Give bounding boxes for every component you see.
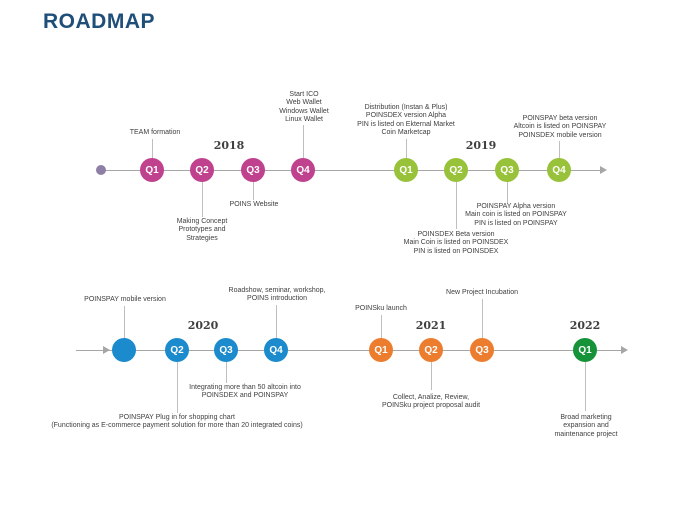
milestone-2021-q2: Q2	[419, 338, 443, 362]
milestone-note: Broad marketing expansion and maintenanc…	[554, 414, 618, 438]
milestone-note: New Project Incubation	[446, 289, 518, 296]
milestone-2019-q2: Q2	[444, 158, 468, 182]
milestone-2020-q4: Q4	[264, 338, 288, 362]
connector	[253, 180, 254, 200]
milestone-note: Collect, Analize, Review, POINSku projec…	[381, 394, 481, 410]
timeline-start-dot	[96, 165, 106, 175]
connector	[276, 305, 277, 338]
connector	[431, 362, 432, 390]
year-label-2019: 2019	[465, 139, 497, 152]
year-label-2020: 2020	[187, 319, 219, 332]
milestone-note: POINSPAY mobile version	[84, 296, 166, 303]
connector	[152, 139, 153, 160]
timeline-axis-bottom	[76, 350, 621, 351]
milestone-2018-q3: Q3	[241, 158, 265, 182]
milestone-2019-q4: Q4	[547, 158, 571, 182]
milestone-2020-q3: Q3	[214, 338, 238, 362]
connector	[303, 125, 304, 160]
milestone-note: Making Concept Prototypes and Strategies	[176, 218, 228, 242]
connector	[226, 362, 227, 383]
milestone-note: POINSPAY Alpha version Main coin is list…	[465, 203, 567, 227]
connector	[507, 180, 508, 203]
connector	[202, 180, 203, 217]
milestone-2021-q1: Q1	[369, 338, 393, 362]
milestone-2020-q1	[112, 338, 136, 362]
milestone-2020-q2: Q2	[165, 338, 189, 362]
page-title: ROADMAP	[43, 10, 155, 33]
milestone-2019-q1: Q1	[394, 158, 418, 182]
connector	[482, 299, 483, 338]
milestone-note: POINSku launch	[355, 305, 407, 312]
timeline-arrow-top	[600, 166, 607, 174]
milestone-note: Start ICO Web Wallet Windows Wallet Linu…	[279, 91, 329, 124]
milestone-note: POINSPAY beta version Altcoin is listed …	[513, 115, 607, 139]
connector	[406, 139, 407, 160]
milestone-note: Distribution (Instan & Plus) POINSDEX ve…	[357, 104, 455, 137]
year-label-2018: 2018	[213, 139, 245, 152]
milestone-2018-q1: Q1	[140, 158, 164, 182]
milestone-2019-q3: Q3	[495, 158, 519, 182]
connector	[559, 141, 560, 160]
milestone-2018-q2: Q2	[190, 158, 214, 182]
milestone-note: Roadshow, seminar, workshop, POINS intro…	[228, 287, 326, 303]
milestone-note: POINSPAY Plug in for shopping chart (Fun…	[51, 414, 303, 430]
milestone-2022-q1: Q1	[573, 338, 597, 362]
timeline-arrow-start	[103, 346, 110, 354]
timeline-axis-top	[103, 170, 600, 171]
connector	[585, 362, 586, 411]
timeline-arrow-bottom	[621, 346, 628, 354]
connector	[124, 306, 125, 338]
connector	[381, 315, 382, 338]
connector	[456, 180, 457, 229]
milestone-2021-q3: Q3	[470, 338, 494, 362]
connector	[177, 362, 178, 413]
year-label-2021: 2021	[415, 319, 447, 332]
milestone-note: TEAM formation	[129, 129, 181, 136]
milestone-note: Integrating more than 50 altcoin into PO…	[189, 384, 301, 400]
milestone-note: POINS Website	[229, 201, 279, 208]
milestone-2018-q4: Q4	[291, 158, 315, 182]
year-label-2022: 2022	[569, 319, 601, 332]
milestone-note: POINSDEX Beta version Main Coin is liste…	[403, 231, 509, 255]
